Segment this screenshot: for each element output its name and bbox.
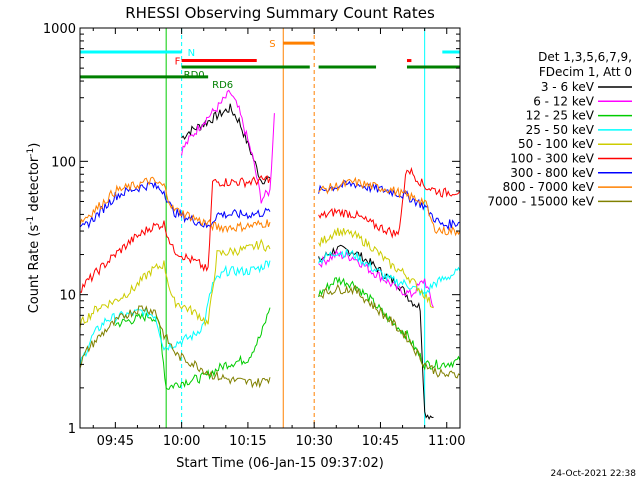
flag-label-s: S bbox=[269, 39, 275, 50]
series-line-1-seg-0 bbox=[181, 89, 275, 204]
series-line-8-seg-0 bbox=[79, 305, 271, 389]
legend-label-3: 25 - 50 keV bbox=[526, 123, 595, 137]
y-tick-label-1000: 1000 bbox=[43, 22, 76, 37]
legend-label-1: 6 - 12 keV bbox=[533, 94, 595, 108]
y-tick-label-10: 10 bbox=[59, 289, 76, 304]
series-line-1-seg-1 bbox=[318, 249, 434, 308]
series-line-4-seg-1 bbox=[318, 227, 434, 309]
x-tick-label-09:45: 09:45 bbox=[97, 434, 134, 449]
legend-label-4: 50 - 100 keV bbox=[518, 137, 595, 151]
series-line-5-seg-1 bbox=[318, 166, 461, 239]
flag-label-f: F bbox=[175, 57, 181, 68]
series-line-3-seg-1 bbox=[318, 249, 461, 296]
flag-label-rd6: RD6 bbox=[212, 80, 233, 91]
y-axis: 1 10 100 1000 bbox=[43, 22, 460, 437]
flag-label-n: N bbox=[188, 48, 195, 59]
series-line-0-seg-1 bbox=[318, 244, 434, 420]
x-tick-label-10:45: 10:45 bbox=[362, 434, 399, 449]
x-axis-label: Start Time (06-Jan-15 09:37:02) bbox=[176, 456, 384, 471]
legend-label-2: 12 - 25 keV bbox=[526, 109, 595, 123]
series-line-2-seg-1 bbox=[318, 276, 461, 371]
legend-label-7: 800 - 7000 keV bbox=[503, 180, 595, 194]
legend-header-line-1: Det 1,3,5,6,7,9, bbox=[538, 50, 632, 64]
y-axis-label: Count Rate (s-1 detector-1) bbox=[26, 143, 42, 314]
plot-frame bbox=[79, 27, 461, 429]
legend: Det 1,3,5,6,7,9, FDecim 1, Att 0 3 - 6 k… bbox=[487, 50, 632, 208]
legend-label-0: 3 - 6 keV bbox=[541, 80, 595, 94]
series-line-4-seg-0 bbox=[79, 238, 271, 329]
series-line-7-seg-0 bbox=[79, 176, 271, 234]
series-line-0-seg-0 bbox=[181, 103, 271, 185]
legend-header-line-2: FDecim 1, Att 0 bbox=[539, 65, 632, 79]
y-tick-label-1: 1 bbox=[68, 422, 76, 437]
series-line-2-seg-0 bbox=[114, 307, 271, 390]
series-line-6-seg-0 bbox=[79, 180, 271, 229]
series-line-6-seg-1 bbox=[318, 180, 461, 231]
chart-title: RHESSI Observing Summary Count Rates bbox=[125, 4, 435, 22]
plot-area: NF S RD0 RD6 bbox=[79, 28, 461, 428]
legend-label-5: 100 - 300 keV bbox=[510, 152, 594, 166]
x-tick-label-10:30: 10:30 bbox=[295, 434, 332, 449]
series-line-5-seg-0 bbox=[79, 175, 271, 293]
x-tick-label-10:00: 10:00 bbox=[163, 434, 200, 449]
x-tick-label-11:00: 11:00 bbox=[428, 434, 465, 449]
flag-label-rd0: RD0 bbox=[184, 70, 205, 81]
series-line-7-seg-1 bbox=[318, 176, 461, 237]
series-line-3-seg-0 bbox=[79, 260, 271, 367]
series-line-8-seg-1 bbox=[318, 283, 461, 379]
x-tick-label-10:15: 10:15 bbox=[229, 434, 266, 449]
generation-timestamp: 24-Oct-2021 22:38 bbox=[551, 469, 637, 479]
y-tick-label-100: 100 bbox=[51, 155, 76, 170]
x-axis: 09:45 10:00 10:15 10:30 10:45 11:00 bbox=[92, 28, 465, 449]
legend-label-6: 300 - 800 keV bbox=[510, 166, 594, 180]
legend-label-8: 7000 - 15000 keV bbox=[487, 194, 594, 208]
